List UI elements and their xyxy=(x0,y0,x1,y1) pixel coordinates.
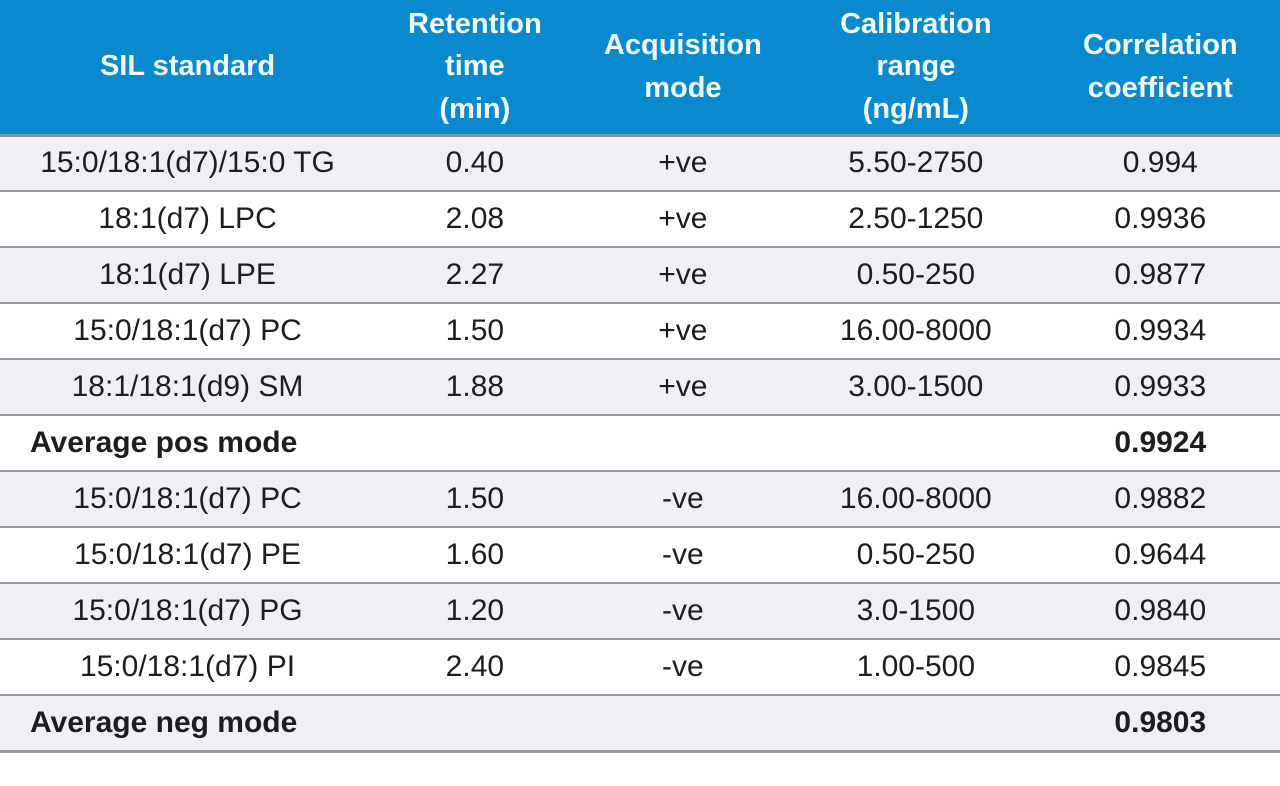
table-row: 15:0/18:1(d7) PC 1.50 -ve 16.00-8000 0.9882 xyxy=(0,470,1280,527)
header-cell-acquisition-mode: Acquisition mode xyxy=(574,0,792,137)
cell-calibration-range: 1.00-500 xyxy=(791,638,1041,695)
cell-correlation-coefficient: 0.9933 xyxy=(1040,358,1280,415)
cell-retention-time: 1.60 xyxy=(375,526,575,583)
cell-sil-standard: Average neg mode xyxy=(0,694,376,753)
cell-acquisition-mode xyxy=(574,694,792,753)
cell-retention-time: 2.40 xyxy=(375,638,575,695)
table-row: 15:0/18:1(d7)/15:0 TG 0.40 +ve 5.50-2750 0.9… xyxy=(0,135,1280,191)
cell-correlation-coefficient: 0.9644 xyxy=(1040,526,1280,583)
cell-acquisition-mode: +ve xyxy=(574,302,792,359)
header-cell-retention-time: Retention time (min) xyxy=(375,0,575,137)
cell-acquisition-mode: -ve xyxy=(574,470,792,527)
summary-row: Average neg mode 0.9803 xyxy=(0,694,1280,753)
cell-acquisition-mode: +ve xyxy=(574,358,792,415)
cell-retention-time: 1.50 xyxy=(375,470,575,527)
cell-sil-standard: 15:0/18:1(d7) PC xyxy=(0,470,376,527)
table-row: 18:1(d7) LPE 2.27 +ve 0.50-250 0.9877 xyxy=(0,246,1280,303)
cell-correlation-coefficient: 0.9924 xyxy=(1040,414,1280,471)
table-row: 15:0/18:1(d7) PC 1.50 +ve 16.00-8000 0.9934 xyxy=(0,302,1280,359)
cell-correlation-coefficient: 0.9840 xyxy=(1040,582,1280,639)
cell-calibration-range xyxy=(791,694,1041,753)
cell-acquisition-mode: +ve xyxy=(574,190,792,247)
header-row: SIL standard Retention time (min) Acquis… xyxy=(0,0,1280,137)
cell-acquisition-mode: +ve xyxy=(574,246,792,303)
cell-correlation-coefficient: 0.9936 xyxy=(1040,190,1280,247)
header-cell-sil-standard: SIL standard xyxy=(0,0,376,137)
cell-calibration-range: 16.00-8000 xyxy=(791,470,1041,527)
cell-sil-standard: 15:0/18:1(d7) PE xyxy=(0,526,376,583)
table-row: 18:1/18:1(d9) SM 1.88 +ve 3.00-1500 0.9933 xyxy=(0,358,1280,415)
table-body: 15:0/18:1(d7)/15:0 TG 0.40 +ve 5.50-2750 0.9… xyxy=(0,135,1280,753)
summary-row: Average pos mode 0.9924 xyxy=(0,414,1280,471)
cell-calibration-range: 3.00-1500 xyxy=(791,358,1041,415)
cell-retention-time: 2.27 xyxy=(375,246,575,303)
cell-acquisition-mode xyxy=(574,414,792,471)
table-row: 15:0/18:1(d7) PE 1.60 -ve 0.50-250 0.9644 xyxy=(0,526,1280,583)
sil-standards-table: SIL standard Retention time (min) Acquis… xyxy=(0,0,1280,753)
cell-correlation-coefficient: 0.9803 xyxy=(1040,694,1280,753)
cell-sil-standard: 15:0/18:1(d7) PC xyxy=(0,302,376,359)
cell-sil-standard: 18:1(d7) LPE xyxy=(0,246,376,303)
cell-calibration-range: 0.50-250 xyxy=(791,526,1041,583)
cell-retention-time: 1.20 xyxy=(375,582,575,639)
cell-retention-time: 0.40 xyxy=(445,146,505,180)
table-row: 15:0/18:1(d7) PI 2.40 -ve 1.00-500 0.9845 xyxy=(0,638,1280,695)
cell-acquisition-mode: +ve xyxy=(658,146,708,180)
cell-retention-time xyxy=(375,414,575,471)
cell-sil-standard: 15:0/18:1(d7) PG xyxy=(0,582,376,639)
header-cell-correlation-coefficient: Correlation coefficient xyxy=(1040,0,1280,137)
table-row: 18:1(d7) LPC 2.08 +ve 2.50-1250 0.9936 xyxy=(0,190,1280,247)
table-row: 15:0/18:1(d7) PG 1.20 -ve 3.0-1500 0.9840 xyxy=(0,582,1280,639)
cell-retention-time: 1.88 xyxy=(375,358,575,415)
cell-correlation-coefficient: 0.9877 xyxy=(1040,246,1280,303)
cell-retention-time: 1.50 xyxy=(375,302,575,359)
cell-correlation-coefficient: 0.9845 xyxy=(1040,638,1280,695)
cell-retention-time: 2.08 xyxy=(375,190,575,247)
cell-calibration-range xyxy=(791,414,1041,471)
cell-acquisition-mode: -ve xyxy=(574,582,792,639)
cell-calibration-range: 2.50-1250 xyxy=(791,190,1041,247)
cell-retention-time xyxy=(375,694,575,753)
cell-sil-standard: 15:0/18:1(d7)/15:0 TG xyxy=(40,146,335,180)
cell-acquisition-mode: -ve xyxy=(574,526,792,583)
cell-sil-standard: 15:0/18:1(d7) PI xyxy=(0,638,376,695)
cell-calibration-range: 3.0-1500 xyxy=(791,582,1041,639)
cell-calibration-range: 5.50-2750 xyxy=(848,146,984,180)
cell-correlation-coefficient: 0.994 xyxy=(1122,146,1198,180)
table-header: SIL standard Retention time (min) Acquis… xyxy=(0,0,1280,137)
cell-acquisition-mode: -ve xyxy=(574,638,792,695)
cell-correlation-coefficient: 0.9882 xyxy=(1040,470,1280,527)
cell-sil-standard: 18:1/18:1(d9) SM xyxy=(0,358,376,415)
cell-sil-standard: Average pos mode xyxy=(0,414,376,471)
cell-calibration-range: 16.00-8000 xyxy=(791,302,1041,359)
header-cell-calibration-range: Calibration range (ng/mL) xyxy=(791,0,1041,137)
cell-sil-standard: 18:1(d7) LPC xyxy=(0,190,376,247)
cell-calibration-range: 0.50-250 xyxy=(791,246,1041,303)
cell-correlation-coefficient: 0.9934 xyxy=(1040,302,1280,359)
